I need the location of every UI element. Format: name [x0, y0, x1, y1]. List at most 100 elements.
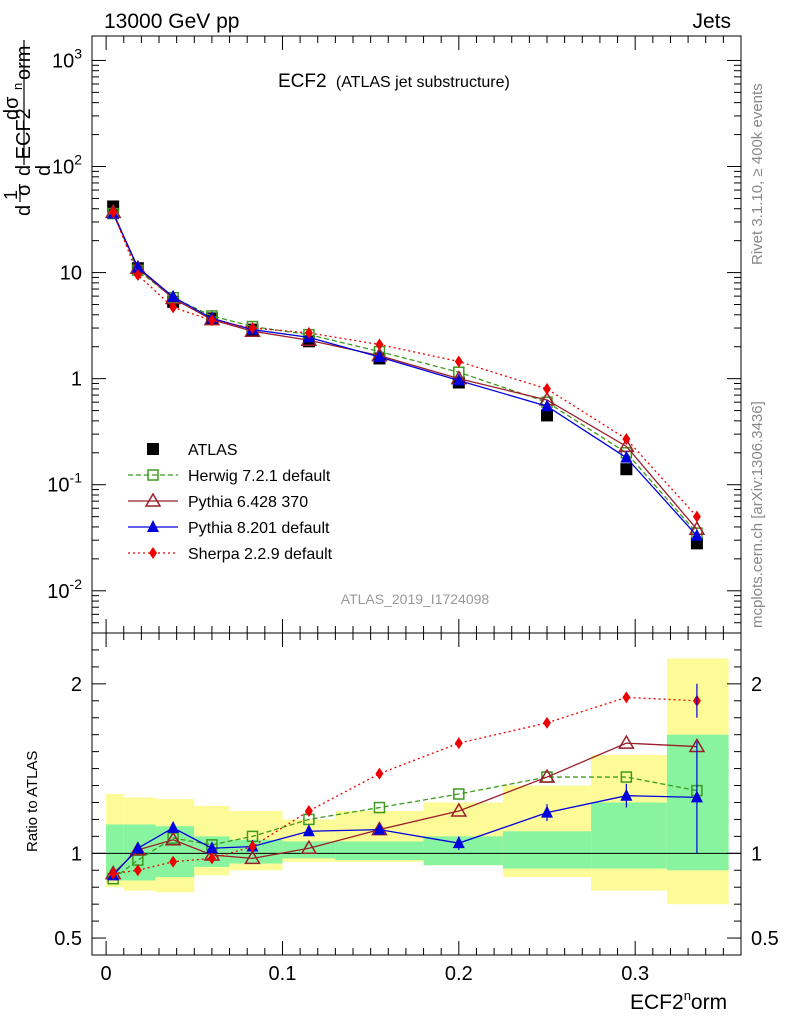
ratio-point: [538, 768, 556, 783]
ratio-point: [109, 867, 118, 880]
series-line: [112, 213, 698, 537]
data-point: [541, 409, 554, 422]
legend: ATLAS Herwig 7.2.1 default Pythia 6.428 37…: [128, 442, 333, 563]
data-point: [620, 463, 633, 476]
main-axes: 10-2 10-1 1 10 102 103: [47, 45, 741, 634]
data-point: [375, 338, 384, 351]
ratio-panel-frame: [91, 632, 742, 956]
ratio-point: [375, 767, 384, 780]
main-y-axis-label: d σ 1 d d ECF2 n orm dσ: [1, 40, 55, 216]
svg-text:d: d: [13, 205, 35, 216]
data-point: [452, 373, 465, 386]
x-tick-label: 0: [101, 963, 112, 985]
legend-marker: [147, 443, 159, 455]
ratio-line: [112, 776, 698, 880]
data-point: [543, 382, 552, 395]
inner-band-bin: [282, 841, 336, 859]
ratio-line: [112, 742, 697, 875]
inner-band-bin: [666, 734, 729, 871]
main-series: [104, 200, 706, 550]
ratio-uncertainty-bands: [92, 658, 741, 905]
ratio-point: [167, 820, 180, 833]
y-tick-label: 10: [60, 263, 82, 285]
ratio-point: [373, 822, 386, 835]
legend-marker: [147, 520, 159, 532]
ratio-y-tick-label: 1: [71, 843, 82, 865]
svg-text:dσ: dσ: [1, 96, 23, 120]
ratio-point: [133, 864, 142, 877]
legend-label: ATLAS: [188, 442, 238, 459]
svg-text:n: n: [10, 83, 25, 90]
data-point: [304, 326, 313, 339]
ratio-point: [302, 824, 315, 837]
inner-band-bin: [591, 802, 667, 869]
ratio-point: [164, 831, 182, 846]
ratio-point: [618, 734, 635, 749]
data-point: [541, 399, 554, 412]
data-point: [248, 322, 257, 335]
inner-band-bin: [502, 831, 592, 869]
data-point: [169, 301, 178, 314]
plot-title: ECF2 (ATLAS jet substructure): [278, 71, 510, 92]
ratio-y-tick-label-right: 0.5: [751, 928, 779, 950]
ratio-point: [454, 737, 463, 750]
ratio-y-tick-label: 2: [71, 674, 82, 696]
data-point: [133, 268, 142, 281]
series-line: [112, 213, 698, 534]
data-point: [620, 450, 633, 463]
inner-band-bin: [335, 841, 424, 861]
ratio-y-tick-label: 0.5: [54, 928, 82, 950]
ratio-point: [169, 855, 178, 868]
ratio-y-tick-label-right: 1: [751, 843, 762, 865]
data-point: [373, 350, 386, 363]
header-left: 13000 GeV pp: [104, 10, 239, 33]
header-right: Jets: [692, 10, 731, 33]
y-tick-label: 103: [52, 45, 82, 72]
svg-text:σ: σ: [13, 183, 35, 196]
ratio-point: [248, 840, 257, 853]
inner-band-bin: [423, 836, 503, 866]
x-tick-label: 0.3: [621, 963, 649, 985]
y-tick-label: 10-1: [47, 470, 82, 497]
x-tick-label: 0.2: [445, 963, 473, 985]
legend-label: Pythia 8.201 default: [188, 520, 330, 537]
inner-band-bin: [229, 839, 283, 864]
ratio-point: [205, 841, 218, 854]
analysis-id: ATLAS_2019_I1724098: [341, 591, 490, 607]
ratio-point: [453, 788, 465, 800]
y-tick-label: 102: [52, 152, 82, 179]
ratio-y-tick-label-right: 2: [751, 674, 762, 696]
ratio-point: [300, 839, 318, 854]
data-point: [207, 314, 216, 327]
mcplots-label: mcplots.cern.ch [arXiv:1306.3436]: [749, 401, 766, 628]
legend-marker: [144, 492, 162, 507]
y-tick-label: 1: [71, 369, 82, 391]
legend-marker: [147, 469, 159, 481]
ratio-point: [304, 804, 313, 817]
legend-label: Pythia 6.428 370: [188, 494, 308, 511]
svg-text:1: 1: [1, 190, 21, 200]
main-panel-frame: [91, 35, 742, 634]
ratio-point: [244, 849, 261, 865]
ratio-point: [373, 801, 386, 814]
svg-text:d: d: [33, 165, 55, 176]
data-point: [692, 510, 701, 523]
x-tick-label: 0.1: [269, 963, 297, 985]
ratio-point: [543, 716, 552, 729]
legend-label: Herwig 7.2.1 default: [188, 468, 331, 485]
data-point: [131, 260, 144, 273]
series-line: [112, 212, 698, 518]
data-point: [690, 528, 703, 541]
inner-band-bin: [155, 826, 195, 878]
legend-label: Sherpa 2.2.9 default: [188, 546, 333, 563]
ratio-point: [207, 852, 216, 865]
data-point: [167, 289, 180, 302]
inner-band-bin: [106, 824, 124, 881]
ratio-point: [131, 841, 144, 854]
legend-marker: [149, 547, 157, 559]
ratio-point: [620, 771, 633, 783]
ratio-point: [450, 802, 468, 817]
ratio-axes: 0 0.1 0.2 0.3 0.5 0.5 1 1 2 2: [54, 36, 779, 985]
data-point: [454, 355, 463, 368]
